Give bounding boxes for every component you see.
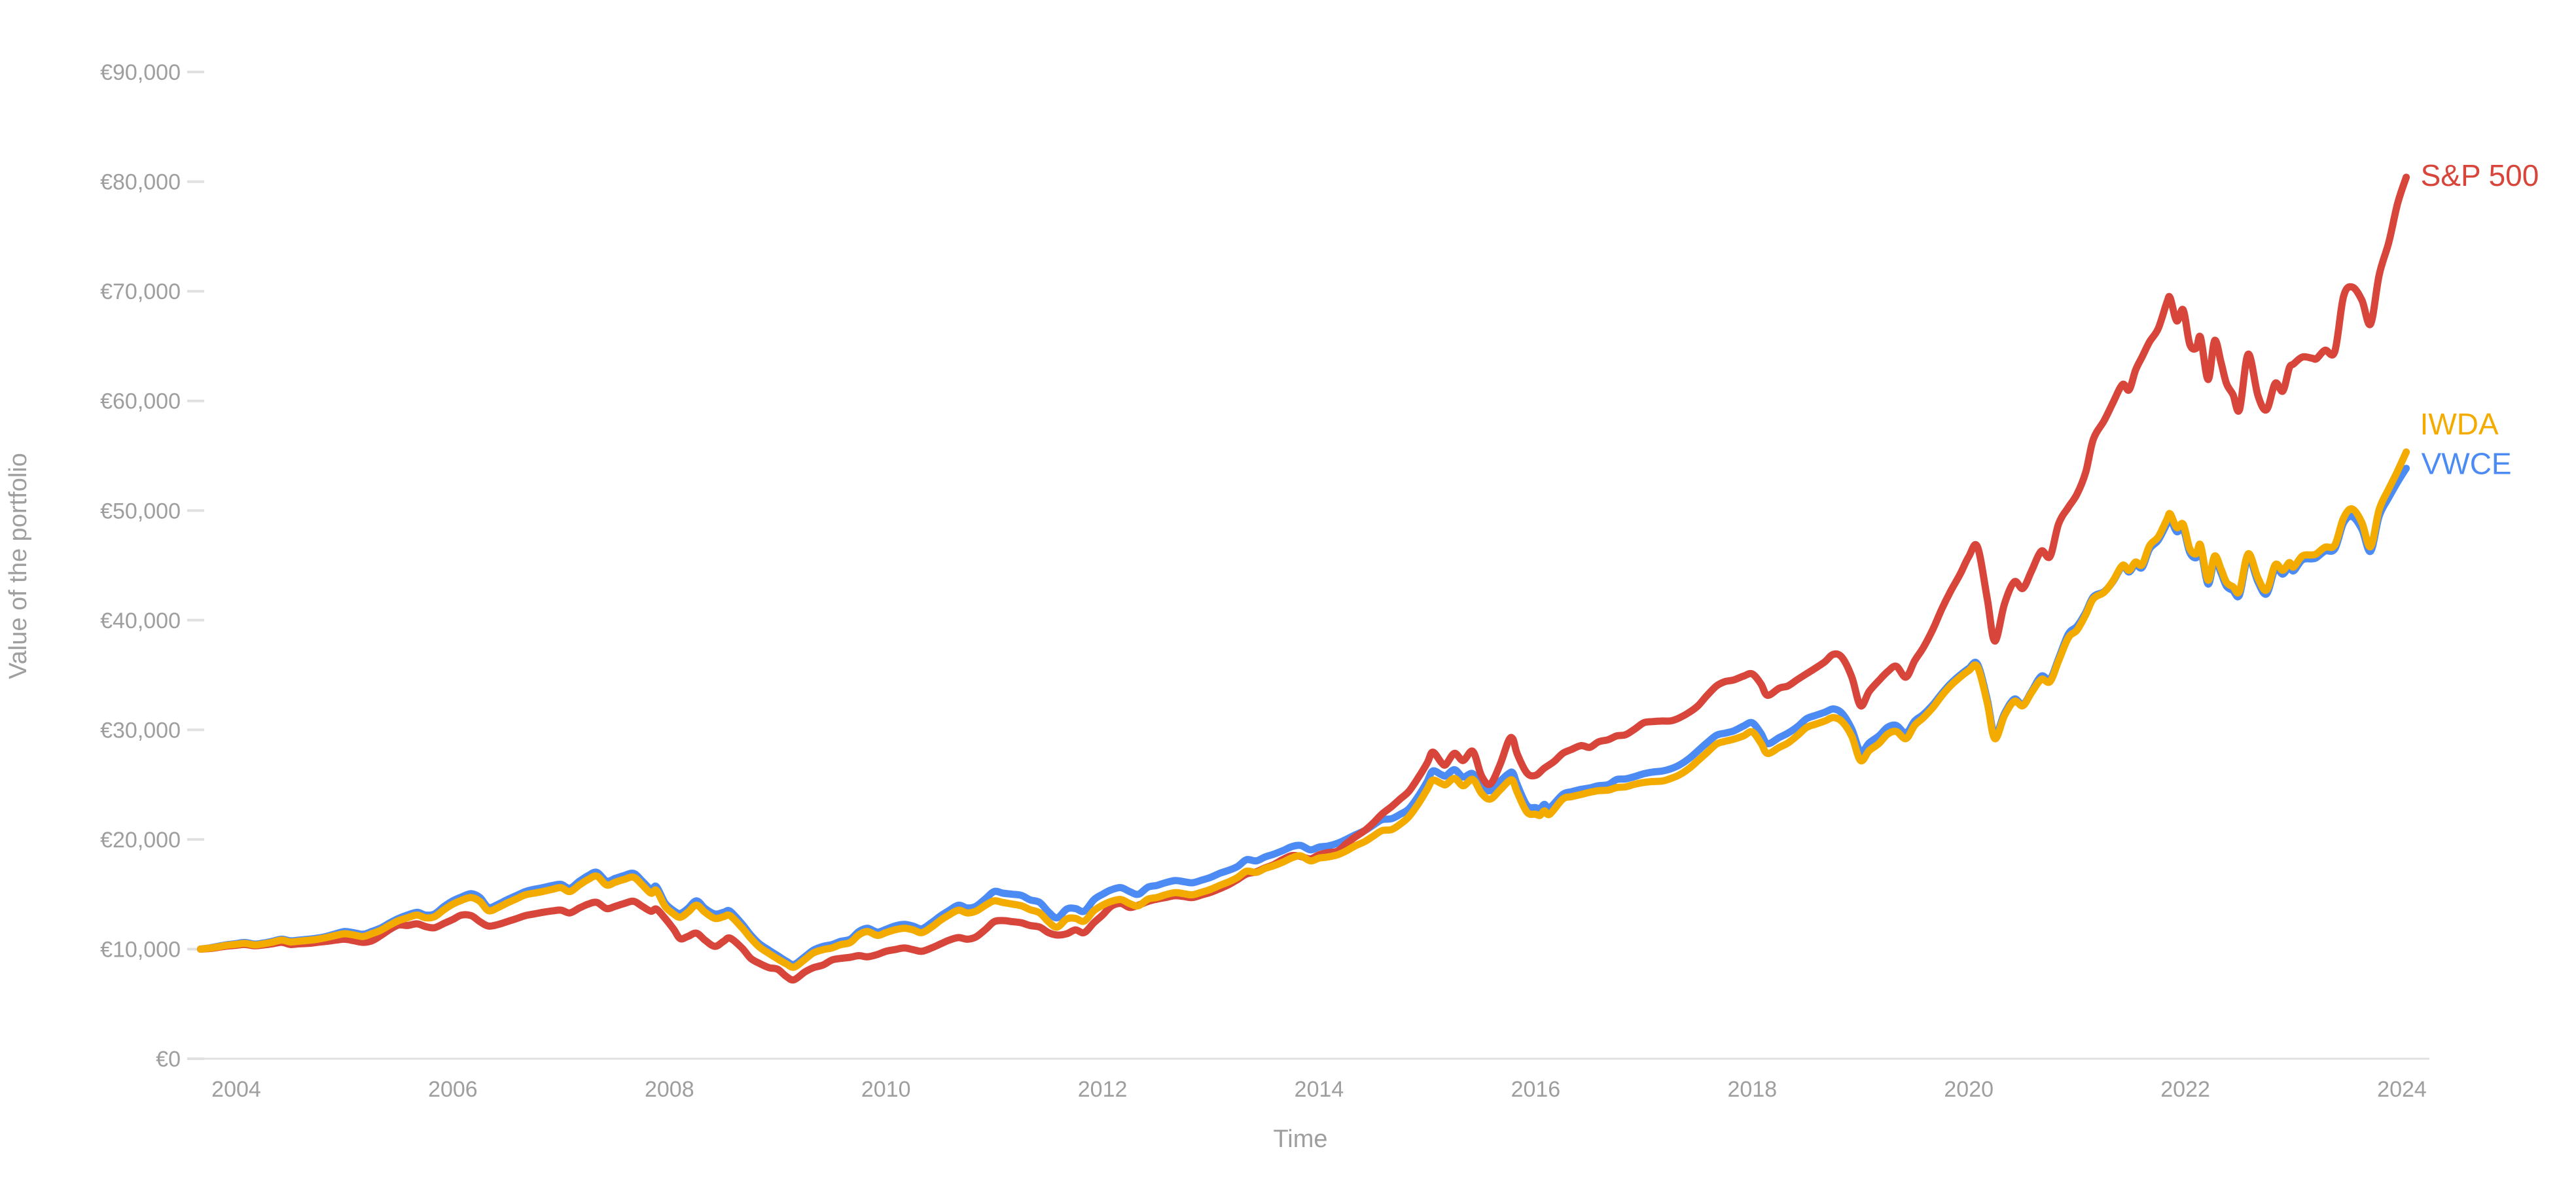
x-axis-title: Time [1273,1125,1327,1153]
series-end-label-s-p-500: S&P 500 [2421,158,2539,192]
x-axis-tick-label: 2004 [211,1077,261,1102]
axis-layer: €0 €10,000 €20,000 €30,000 €40,000 €50,000 €60… [100,60,2429,1102]
series-line-s-p-500[interactable] [196,173,2410,984]
y-axis-tick-label: €70,000 [100,279,181,304]
x-axis-tick-label: 2014 [1295,1077,1344,1102]
y-axis-tick-label: €60,000 [100,389,181,414]
x-axis-tick-label: 2018 [1727,1077,1777,1102]
series-end-label-iwda: IWDA [2420,407,2499,441]
y-axis-title: Value of the portfolio [5,453,32,679]
y-axis-tick-label: €50,000 [100,499,181,523]
x-axis-tick-label: 2022 [2160,1077,2210,1102]
series-layer [196,173,2410,984]
x-axis-tick-label: 2010 [861,1077,911,1102]
series-line-iwda[interactable] [196,448,2410,971]
y-axis-tick-label: €90,000 [100,60,181,85]
x-axis-tick-label: 2012 [1078,1077,1128,1102]
y-axis-tick-label: €20,000 [100,828,181,853]
y-axis-tick-label: €80,000 [100,170,181,195]
y-axis-tick-label: €0 [156,1047,181,1072]
y-axis-tick-label: €10,000 [100,937,181,962]
y-axis-tick-label: €30,000 [100,718,181,743]
x-axis-tick-label: 2016 [1511,1077,1561,1102]
x-axis-tick-label: 2008 [645,1077,694,1102]
series-label-layer: S&P 500 IWDA VWCE [2420,158,2539,481]
y-axis-tick-label: €40,000 [100,609,181,633]
x-axis-tick-label: 2006 [428,1077,478,1102]
x-axis-tick-label: 2020 [1944,1077,1994,1102]
series-end-label-vwce: VWCE [2422,447,2512,481]
x-axis-tick-label: 2024 [2377,1077,2427,1102]
